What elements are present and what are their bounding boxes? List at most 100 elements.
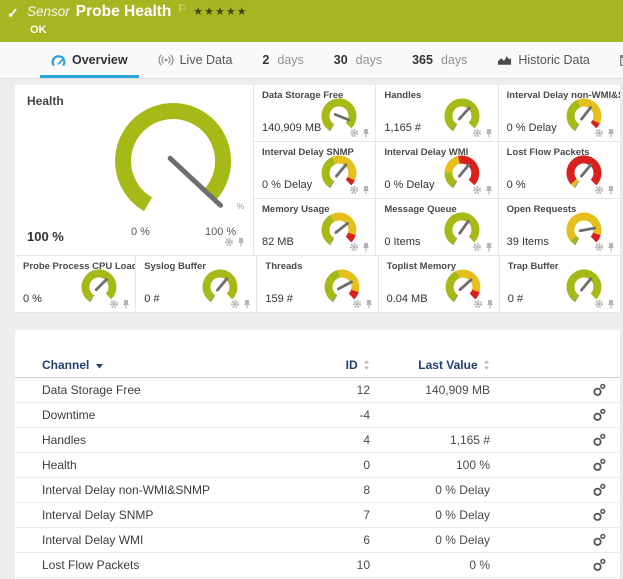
channel-settings-icon[interactable] (592, 458, 606, 472)
gear-icon[interactable] (349, 128, 359, 138)
channel-name[interactable]: Interval Delay SNMP (42, 508, 154, 522)
gear-icon[interactable] (472, 185, 482, 195)
health-gauge-panel: Health 0 % 100 % % 100 % (15, 85, 254, 256)
gear-icon[interactable] (472, 242, 482, 252)
gear-icon[interactable] (594, 299, 604, 309)
table-header: Channel ID Last Value (15, 355, 620, 378)
gear-icon[interactable] (352, 299, 362, 309)
tab-historic-data[interactable]: Historic Data (482, 42, 605, 78)
gauge-title: Interval Delay SNMP (262, 147, 354, 158)
channel-name[interactable]: Lost Flow Packets (42, 558, 140, 572)
pin-icon[interactable] (607, 242, 615, 252)
channel-name[interactable]: Data Storage Free (42, 383, 141, 397)
pin-icon[interactable] (607, 185, 615, 195)
table-row[interactable]: Lost Flow Packets 10 0 % (15, 553, 620, 578)
gauge (197, 267, 243, 312)
gear-icon[interactable] (472, 128, 482, 138)
gauge-value: 0 % (506, 179, 526, 191)
pin-icon[interactable] (607, 128, 615, 138)
pin-icon[interactable] (607, 299, 615, 309)
gear-icon[interactable] (594, 185, 604, 195)
channel-last-value: 1,165 # (449, 433, 490, 447)
gauge (316, 210, 362, 255)
channel-settings-icon[interactable] (592, 533, 606, 547)
tab-live-data[interactable]: Live Data (143, 42, 248, 78)
gauge-panel: Message Queue 0 Items (376, 199, 499, 256)
table-row[interactable]: Handles 4 1,165 # (15, 428, 620, 453)
table-row[interactable]: Health 0 100 % (15, 453, 620, 478)
tab-365-days[interactable]: 365 days (397, 42, 482, 78)
priority-stars[interactable]: ★★★★★ (193, 6, 248, 18)
table-row[interactable]: Interval Delay non-WMI&SNMP 8 0 % Delay (15, 478, 620, 503)
gear-icon[interactable] (349, 242, 359, 252)
gauge-title: Health (27, 94, 64, 108)
channel-settings-icon[interactable] (592, 433, 606, 447)
table-row[interactable]: Interval Delay WMI 6 0 % Delay (15, 528, 620, 553)
gauge (439, 96, 485, 141)
status-badge: OK (30, 24, 47, 36)
column-label: ID (345, 358, 358, 372)
sort-both-icon (484, 360, 489, 370)
gauge-title: Message Queue (384, 204, 457, 215)
gear-icon[interactable] (594, 242, 604, 252)
channel-name[interactable]: Interval Delay WMI (42, 533, 144, 547)
tab-label: Historic Data (518, 53, 590, 67)
gear-icon[interactable] (230, 299, 240, 309)
pin-icon[interactable] (362, 242, 370, 252)
channel-settings-icon[interactable] (592, 408, 606, 422)
gauge-value: 140,909 MB (262, 122, 322, 134)
table-row[interactable]: Interval Delay SNMP 7 0 % Delay (15, 503, 620, 528)
channel-name[interactable]: Downtime (42, 408, 96, 422)
column-label: Last Value (418, 358, 478, 372)
table-row[interactable]: Downtime -4 (15, 403, 620, 428)
gauge-panel: Toplist Memory 0.04 MB (378, 256, 500, 313)
gear-icon[interactable] (224, 237, 234, 247)
gauge (439, 210, 485, 255)
gear-icon[interactable] (473, 299, 483, 309)
gauge-panel: Open Requests 39 Items (498, 199, 621, 256)
pin-icon[interactable] (365, 299, 373, 309)
channel-settings-icon[interactable] (592, 508, 606, 522)
pin-icon[interactable] (485, 242, 493, 252)
channel-settings-icon[interactable] (592, 558, 606, 572)
tab-2-days[interactable]: 2 days (247, 42, 318, 78)
gauge-panel: Threads 159 # (257, 256, 379, 313)
tab-label: days (440, 53, 468, 67)
channel-name[interactable]: Health (42, 458, 77, 472)
historic-data-icon (498, 56, 512, 65)
channel-settings-icon[interactable] (592, 483, 606, 497)
tab-log[interactable]: Log (605, 42, 623, 78)
channel-id: 7 (363, 508, 370, 522)
table-row[interactable]: Data Storage Free 12 140,909 MB (15, 378, 620, 403)
channel-settings-icon[interactable] (592, 383, 606, 397)
pin-icon[interactable] (122, 299, 130, 309)
channel-name[interactable]: Interval Delay non-WMI&SNMP (42, 483, 211, 497)
gear-icon[interactable] (109, 299, 119, 309)
pin-icon[interactable] (362, 128, 370, 138)
column-header-id[interactable]: ID (295, 358, 370, 372)
pin-icon[interactable] (485, 128, 493, 138)
pin-icon[interactable] (243, 299, 251, 309)
gauge (561, 96, 607, 141)
channel-last-value: 140,909 MB (425, 383, 490, 397)
sort-desc-icon (95, 364, 103, 369)
column-header-last-value[interactable]: Last Value (360, 358, 490, 372)
gear-icon[interactable] (349, 185, 359, 195)
gauge-value: 39 Items (506, 236, 549, 248)
pin-icon[interactable] (362, 185, 370, 195)
pin-icon[interactable] (485, 185, 493, 195)
tab-30-days[interactable]: 30 days (319, 42, 397, 78)
gauges-section: Health 0 % 100 % % 100 % Data Storage Fr… (15, 85, 621, 313)
channel-name[interactable]: Handles (42, 433, 87, 447)
pin-icon[interactable] (237, 237, 245, 247)
column-header-channel[interactable]: Channel (42, 358, 104, 372)
pin-icon[interactable] (486, 299, 494, 309)
gear-icon[interactable] (594, 128, 604, 138)
tab-overview[interactable]: Overview (36, 42, 143, 78)
gauge-value: 82 MB (262, 236, 294, 248)
gauge-title: Interval Delay WMI (384, 147, 469, 158)
gauge-value: 0 % (23, 293, 42, 305)
tab-label: Overview (72, 53, 128, 67)
flag-icon[interactable]: ⚐ (177, 3, 188, 15)
gauge-panel: Interval Delay non-WMI&SNMP 0 % Delay (498, 85, 621, 142)
